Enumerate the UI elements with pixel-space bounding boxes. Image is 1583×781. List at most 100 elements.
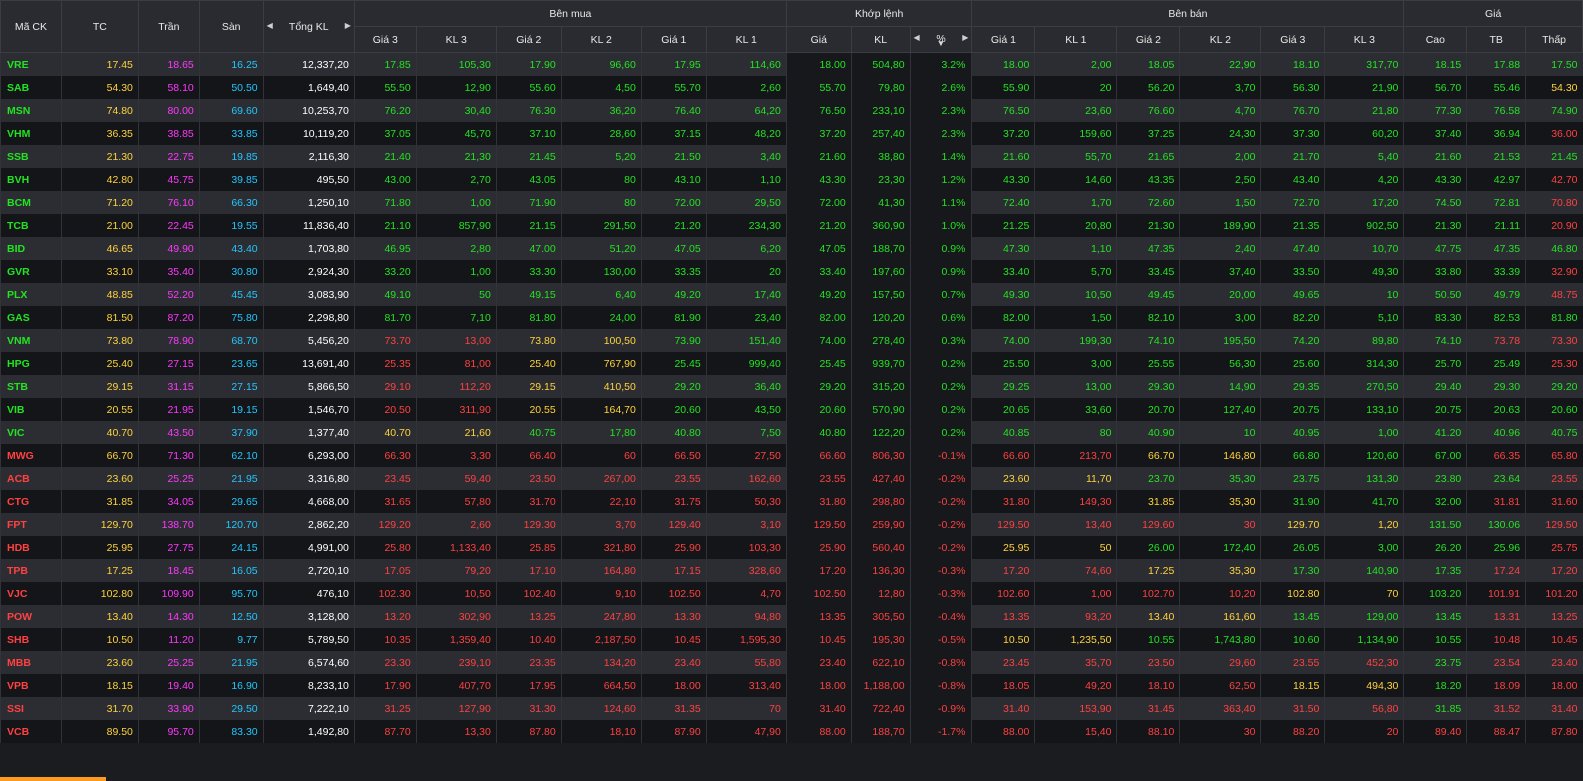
symbol-cell[interactable]: SSB <box>0 145 62 168</box>
table-row[interactable]: MWG 66.70 71.30 62.10 6,293,00 66.30 3,30 66.40… <box>0 444 1583 467</box>
total-volume-cell: 10,253,70 <box>262 99 355 122</box>
col-sell-vol-2[interactable]: KL 2 <box>1179 26 1262 53</box>
col-buy-price-1[interactable]: Giá 1 <box>640 26 707 53</box>
col-buy-price-3[interactable]: Giá 3 <box>353 26 417 53</box>
next-column-icon[interactable]: ▶ <box>962 32 969 42</box>
col-buy-vol-2[interactable]: KL 2 <box>560 26 642 53</box>
symbol-cell[interactable]: ACB <box>0 467 62 490</box>
sell-price-2-cell: 26.00 <box>1116 536 1180 559</box>
table-row[interactable]: CTG 31.85 34.05 29.65 4,668,00 31.65 57,80 31.7… <box>0 490 1583 513</box>
table-row[interactable]: FPT 129.70 138.70 120.70 2,862,20 129.20 2,60 1… <box>0 513 1583 536</box>
symbol-cell[interactable]: PLX <box>0 283 62 306</box>
table-row[interactable]: VHM 36.35 38.85 33.85 10,119,20 37.05 45,70 37.… <box>0 122 1583 145</box>
col-reference[interactable]: TC <box>60 0 139 53</box>
table-row[interactable]: VCB 89.50 95.70 83.30 1,492,80 87.70 13,30 87.8… <box>0 720 1583 743</box>
symbol-cell[interactable]: VHM <box>0 122 62 145</box>
symbol-cell[interactable]: POW <box>0 605 62 628</box>
symbol-cell[interactable]: GAS <box>0 306 62 329</box>
table-row[interactable]: SAB 54.30 58.10 50.50 1,649,40 55.50 12,90 55.6… <box>0 76 1583 99</box>
table-row[interactable]: VRE 17.45 18.65 16.25 12,337,20 17.85 105,30 17… <box>0 52 1583 76</box>
col-high[interactable]: Cao <box>1403 26 1468 53</box>
symbol-cell[interactable]: SHB <box>0 628 62 651</box>
symbol-cell[interactable]: BID <box>0 237 62 260</box>
symbol-cell[interactable]: BVH <box>0 168 62 191</box>
table-row[interactable]: STB 29.15 31.15 27.15 5,866,50 29.10 112,20 29.… <box>0 375 1583 398</box>
horizontal-scrollbar[interactable] <box>0 777 106 781</box>
symbol-cell[interactable]: TCB <box>0 214 62 237</box>
floor-price-cell: 27.15 <box>198 375 264 398</box>
table-row[interactable]: MSN 74.80 80.00 69.60 10,253,70 76.20 30,40 76.… <box>0 99 1583 122</box>
symbol-cell[interactable]: VRE <box>0 52 62 76</box>
col-buy-vol-3[interactable]: KL 3 <box>415 26 497 53</box>
table-row[interactable]: TPB 17.25 18.45 16.05 2,720,10 17.05 79,20 17.1… <box>0 559 1583 582</box>
symbol-cell[interactable]: VCB <box>0 720 62 743</box>
col-buy-price-2[interactable]: Giá 2 <box>495 26 562 53</box>
col-buy-vol-1[interactable]: KL 1 <box>705 26 787 53</box>
table-row[interactable]: MBB 23.60 25.25 21.95 6,574,60 23.30 239,10 23.… <box>0 651 1583 674</box>
ceiling-price-cell: 27.15 <box>137 352 200 375</box>
symbol-cell[interactable]: HPG <box>0 352 62 375</box>
col-sell-price-2[interactable]: Giá 2 <box>1116 26 1181 53</box>
table-row[interactable]: BVH 42.80 45.75 39.85 495,50 43.00 2,70 43.05 80… <box>0 168 1583 191</box>
table-row[interactable]: SHB 10.50 11.20 9.77 5,789,50 10.35 1,359,40 10… <box>0 628 1583 651</box>
symbol-cell[interactable]: HDB <box>0 536 62 559</box>
table-row[interactable]: VIC 40.70 43.50 37.90 1,377,40 40.70 21,60 40.7… <box>0 421 1583 444</box>
col-total-volume[interactable]: ◀ Tổng KL ▶ <box>262 0 355 53</box>
symbol-cell[interactable]: FPT <box>0 513 62 536</box>
col-match-price[interactable]: Giá <box>785 26 852 53</box>
col-low[interactable]: Thấp <box>1525 26 1583 53</box>
table-row[interactable]: GVR 33.10 35.40 30.80 2,924,30 33.20 1,00 33.30… <box>0 260 1583 283</box>
buy-vol-1-cell: 7,50 <box>705 421 787 444</box>
col-sell-vol-1[interactable]: KL 1 <box>1034 26 1118 53</box>
table-row[interactable]: VPB 18.15 19.40 16.90 8,233,10 17.90 407,70 17.… <box>0 674 1583 697</box>
table-row[interactable]: SSB 21.30 22.75 19.85 2,116,30 21.40 21,30 21.4… <box>0 145 1583 168</box>
table-row[interactable]: HPG 25.40 27.15 23.65 13,691,40 25.35 81,00 25.… <box>0 352 1583 375</box>
col-sell-price-3[interactable]: Giá 3 <box>1260 26 1326 53</box>
table-row[interactable]: VJC 102.80 109.90 95.70 476,10 102.30 10,50 102… <box>0 582 1583 605</box>
col-symbol[interactable]: Mã CK <box>0 0 62 53</box>
table-row[interactable]: BCM 71.20 76.10 66.30 1,250,10 71.80 1,00 71.90… <box>0 191 1583 214</box>
symbol-cell[interactable]: VJC <box>0 582 62 605</box>
sell-vol-3-cell: 10 <box>1324 283 1404 306</box>
ref-price-cell: 36.35 <box>60 122 139 145</box>
table-row[interactable]: VNM 73.80 78.90 68.70 5,456,20 73.70 13,00 73.8… <box>0 329 1583 352</box>
table-row[interactable]: VIB 20.55 21.95 19.15 1,546,70 20.50 311,90 20.… <box>0 398 1583 421</box>
col-match-volume[interactable]: KL <box>850 26 911 53</box>
col-floor[interactable]: Sàn <box>198 0 264 53</box>
scroll-left-icon[interactable]: ◀ <box>266 20 273 30</box>
symbol-cell[interactable]: CTG <box>0 490 62 513</box>
col-ceiling[interactable]: Trần <box>137 0 200 53</box>
symbol-cell[interactable]: TPB <box>0 559 62 582</box>
symbol-cell[interactable]: VNM <box>0 329 62 352</box>
col-average[interactable]: TB <box>1466 26 1527 53</box>
symbol-cell[interactable]: SAB <box>0 76 62 99</box>
symbol-cell[interactable]: GVR <box>0 260 62 283</box>
symbol-cell[interactable]: SSI <box>0 697 62 720</box>
scroll-right-icon[interactable]: ▶ <box>344 20 351 30</box>
symbol-cell[interactable]: BCM <box>0 191 62 214</box>
prev-column-icon[interactable]: ◀ <box>913 32 920 42</box>
symbol-cell[interactable]: MWG <box>0 444 62 467</box>
symbol-cell[interactable]: STB <box>0 375 62 398</box>
ceiling-price-cell: 34.05 <box>137 490 200 513</box>
symbol-cell[interactable]: MBB <box>0 651 62 674</box>
col-match-percent[interactable]: ◀ % ▶ ▼ <box>909 26 973 53</box>
table-row[interactable]: GAS 81.50 87.20 75.80 2,298,80 81.70 7,10 81.80… <box>0 306 1583 329</box>
symbol-cell[interactable]: MSN <box>0 99 62 122</box>
symbol-cell[interactable]: VPB <box>0 674 62 697</box>
ref-price-cell: 21.30 <box>60 145 139 168</box>
symbol-cell[interactable]: VIB <box>0 398 62 421</box>
table-row[interactable]: HDB 25.95 27.75 24.15 4,991,00 25.80 1,133,40 2… <box>0 536 1583 559</box>
table-row[interactable]: SSI 31.70 33.90 29.50 7,222,10 31.25 127,90 31.… <box>0 697 1583 720</box>
symbol-cell[interactable]: VIC <box>0 421 62 444</box>
sort-down-icon[interactable]: ▼ <box>937 38 945 48</box>
table-row[interactable]: TCB 21.00 22.45 19.55 11,836,40 21.10 857,90 21… <box>0 214 1583 237</box>
match-price-cell: 37.20 <box>785 122 852 145</box>
floor-price-cell: 9.77 <box>198 628 264 651</box>
col-sell-price-1[interactable]: Giá 1 <box>971 26 1036 53</box>
col-sell-vol-3[interactable]: KL 3 <box>1324 26 1405 53</box>
table-row[interactable]: PLX 48.85 52.20 45.45 3,083,90 49.10 50 49.15 6,… <box>0 283 1583 306</box>
table-row[interactable]: BID 46.65 49.90 43.40 1,703,80 46.95 2,80 47.00… <box>0 237 1583 260</box>
table-row[interactable]: POW 13.40 14.30 12.50 3,128,00 13.20 302,90 13.… <box>0 605 1583 628</box>
table-row[interactable]: ACB 23.60 25.25 21.95 3,316,80 23.45 59,40 23.5… <box>0 467 1583 490</box>
